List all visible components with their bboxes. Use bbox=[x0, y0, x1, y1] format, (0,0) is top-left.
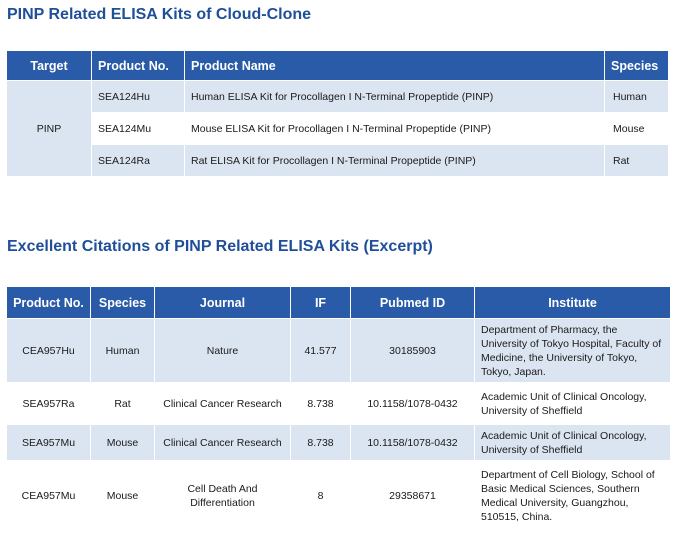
journal-line: Cell Death And bbox=[187, 482, 258, 495]
institute-line: University of Sheffield bbox=[481, 443, 583, 456]
journal-cell: Cell Death And Differentiation bbox=[154, 460, 291, 531]
product-name-cell: Mouse ELISA Kit for Procollagen I N-Term… bbox=[184, 112, 605, 145]
species-cell: Mouse bbox=[90, 424, 155, 461]
kits-table: Target Product No. Product Name Species … bbox=[6, 50, 669, 177]
product-no-cell: SEA124Mu bbox=[91, 112, 185, 145]
institute-line: University of Sheffield bbox=[481, 404, 583, 417]
species-cell: Rat bbox=[90, 382, 155, 425]
citations-table-header: Product No. Species Journal IF Pubmed ID… bbox=[6, 286, 671, 319]
header-species: Species bbox=[90, 286, 155, 319]
if-cell: 41.577 bbox=[290, 318, 351, 383]
product-name-cell: Rat ELISA Kit for Procollagen I N-Termin… bbox=[184, 144, 605, 177]
institute-line: 510515, China. bbox=[481, 510, 553, 523]
journal-cell: Nature bbox=[154, 318, 291, 383]
if-cell: 8.738 bbox=[290, 424, 351, 461]
institute-cell: Academic Unit of Clinical Oncology, Univ… bbox=[474, 424, 671, 461]
species-cell: Mouse bbox=[604, 112, 669, 145]
product-no-cell: CEA957Hu bbox=[6, 318, 91, 383]
institute-cell: Academic Unit of Clinical Oncology, Univ… bbox=[474, 382, 671, 425]
header-institute: Institute bbox=[474, 286, 671, 319]
institute-cell: Department of Pharmacy, the University o… bbox=[474, 318, 671, 383]
institute-line: Department of Pharmacy, the bbox=[481, 323, 618, 336]
table-row: SEA124Ra Rat ELISA Kit for Procollagen I… bbox=[7, 144, 669, 177]
if-cell: 8 bbox=[290, 460, 351, 531]
product-no-cell: SEA957Ra bbox=[6, 382, 91, 425]
institute-line: Tokyo, Japan. bbox=[481, 365, 546, 378]
species-cell: Human bbox=[90, 318, 155, 383]
header-journal: Journal bbox=[154, 286, 291, 319]
header-species: Species bbox=[604, 50, 669, 81]
header-product-name: Product Name bbox=[184, 50, 605, 81]
kits-heading: PINP Related ELISA Kits of Cloud-Clone bbox=[7, 6, 312, 23]
header-if: IF bbox=[290, 286, 351, 319]
header-product-no: Product No. bbox=[6, 286, 91, 319]
header-target: Target bbox=[6, 50, 92, 81]
institute-line: Department of Cell Biology, School of bbox=[481, 468, 655, 481]
institute-line: Medical University, Guangzhou, bbox=[481, 496, 629, 509]
table-row: SEA957Ra Rat Clinical Cancer Research 8.… bbox=[6, 382, 671, 425]
citations-table: Product No. Species Journal IF Pubmed ID… bbox=[6, 286, 671, 531]
table-row: CEA957Mu Mouse Cell Death And Differenti… bbox=[6, 460, 671, 531]
table-row: CEA957Hu Human Nature 41.577 30185903 De… bbox=[6, 318, 671, 383]
pubmed-id-cell: 30185903 bbox=[350, 318, 475, 383]
table-row: SEA957Mu Mouse Clinical Cancer Research … bbox=[6, 424, 671, 461]
species-cell: Mouse bbox=[90, 460, 155, 531]
product-no-cell: SEA124Hu bbox=[91, 80, 185, 113]
product-name-cell: Human ELISA Kit for Procollagen I N-Term… bbox=[184, 80, 605, 113]
pubmed-id-cell: 29358671 bbox=[350, 460, 475, 531]
citations-heading: Excellent Citations of PINP Related ELIS… bbox=[7, 238, 433, 255]
pubmed-id-cell: 10.1158/1078-0432 bbox=[350, 382, 475, 425]
species-cell: Human bbox=[604, 80, 669, 113]
product-no-cell: SEA957Mu bbox=[6, 424, 91, 461]
header-product-no: Product No. bbox=[91, 50, 185, 81]
if-cell: 8.738 bbox=[290, 382, 351, 425]
institute-line: Academic Unit of Clinical Oncology, bbox=[481, 429, 647, 442]
species-cell: Rat bbox=[604, 144, 669, 177]
product-no-cell: CEA957Mu bbox=[6, 460, 91, 531]
target-cell: PINP bbox=[6, 80, 92, 177]
institute-line: Basic Medical Sciences, Southern bbox=[481, 482, 640, 495]
pubmed-id-cell: 10.1158/1078-0432 bbox=[350, 424, 475, 461]
journal-cell: Clinical Cancer Research bbox=[154, 424, 291, 461]
journal-line: Differentiation bbox=[190, 496, 255, 509]
table-row: PINP SEA124Hu Human ELISA Kit for Procol… bbox=[6, 80, 669, 177]
institute-line: Academic Unit of Clinical Oncology, bbox=[481, 390, 647, 403]
journal-cell: Clinical Cancer Research bbox=[154, 382, 291, 425]
product-no-cell: SEA124Ra bbox=[91, 144, 185, 177]
institute-line: Medicine, the University of Tokyo, bbox=[481, 351, 638, 364]
header-pubmed-id: Pubmed ID bbox=[350, 286, 475, 319]
kits-table-header: Target Product No. Product Name Species bbox=[6, 50, 669, 81]
institute-cell: Department of Cell Biology, School of Ba… bbox=[474, 460, 671, 531]
table-row: SEA124Mu Mouse ELISA Kit for Procollagen… bbox=[7, 112, 669, 145]
institute-line: University of Tokyo Hospital, Faculty of bbox=[481, 337, 662, 350]
